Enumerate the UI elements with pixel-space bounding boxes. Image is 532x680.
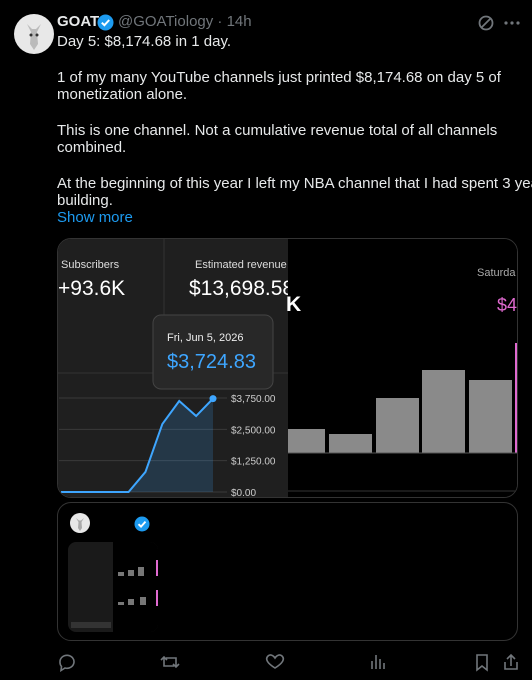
- tooltip: [152, 314, 274, 390]
- action-icons: [59, 653, 518, 672]
- tooltip-date: Fri, Jun 5, 2026: [167, 332, 243, 344]
- y-tick-label: $3,750.00: [231, 394, 276, 405]
- thumb-graphic: [71, 542, 158, 632]
- text-line: Day 5: $8,174.68 in 1 day.: [57, 33, 232, 50]
- cut-value: K: [286, 293, 301, 316]
- revenue-value: $13,698.58: [189, 277, 294, 300]
- show-more[interactable]: Show more: [57, 209, 133, 226]
- y-tick-label: $1,250.00: [231, 457, 276, 468]
- media-right: [288, 239, 517, 497]
- quote-card[interactable]: [57, 502, 518, 641]
- subscribers-label: Subscribers: [61, 259, 120, 271]
- text-line: monetization alone.: [57, 86, 188, 103]
- day-label: Saturda: [477, 267, 516, 279]
- author-name[interactable]: GOAT: [57, 13, 100, 30]
- text-line: building.: [57, 192, 113, 209]
- text-line: 1 of my many YouTube channels just print…: [57, 68, 501, 86]
- quote-avatar: [70, 513, 90, 533]
- line: [61, 397, 214, 493]
- header-icons[interactable]: [476, 12, 528, 34]
- verified-badge: [97, 14, 114, 31]
- day-value: $4: [497, 295, 517, 315]
- text-line: At the beginning of this year I left my …: [57, 174, 532, 192]
- verified-badge: [134, 516, 150, 532]
- media-graphic: Subscribers +93.6K Estimated revenue $13…: [58, 239, 517, 497]
- text-line: combined.: [57, 139, 127, 156]
- point: [209, 395, 217, 403]
- bars: [288, 343, 517, 453]
- media[interactable]: Subscribers +93.6K Estimated revenue $13…: [57, 238, 518, 498]
- author-handle[interactable]: @GOATiology · 14h: [118, 13, 252, 30]
- y-tick-label: $2,500.00: [231, 425, 276, 436]
- avatar[interactable]: [14, 14, 54, 54]
- subscribers-value: +93.6K: [58, 277, 125, 300]
- quote-thumbnail: [68, 542, 158, 632]
- text-line: This is one channel. Not a cumulative re…: [57, 121, 498, 139]
- y-tick-label: $0.00: [231, 488, 256, 497]
- line-area: [61, 398, 213, 492]
- revenue-label: Estimated revenue: [195, 259, 287, 271]
- tooltip-value: $3,724.83: [167, 351, 256, 373]
